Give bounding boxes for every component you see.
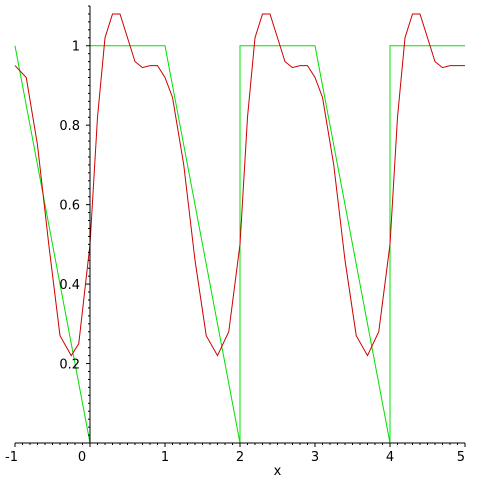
series-layer: [14, 13, 465, 444]
y-tick-label: 1: [72, 40, 80, 55]
y-tick-label: 0.2: [59, 358, 80, 373]
x-tick-label: 4: [386, 450, 394, 465]
tick-labels: -1 0 1 2 3 4 5 0.2 0.4 0.6 0.8 1: [5, 40, 465, 465]
x-tick-label: 0: [78, 450, 86, 465]
x-tick-label: 3: [311, 450, 319, 465]
y-tick-label: 0.8: [59, 119, 80, 134]
x-tick-label: 2: [236, 450, 244, 465]
x-tick-label: 5: [457, 450, 465, 465]
x-tick-label: -1: [5, 450, 18, 465]
x-tick-label: 1: [161, 450, 169, 465]
y-tick-label: 0.6: [59, 199, 80, 214]
series-line-2: [14, 13, 465, 357]
y-tick-label: 0.4: [59, 278, 80, 293]
ticks-layer: [14, 5, 466, 447]
x-axis-title: x: [274, 464, 282, 479]
